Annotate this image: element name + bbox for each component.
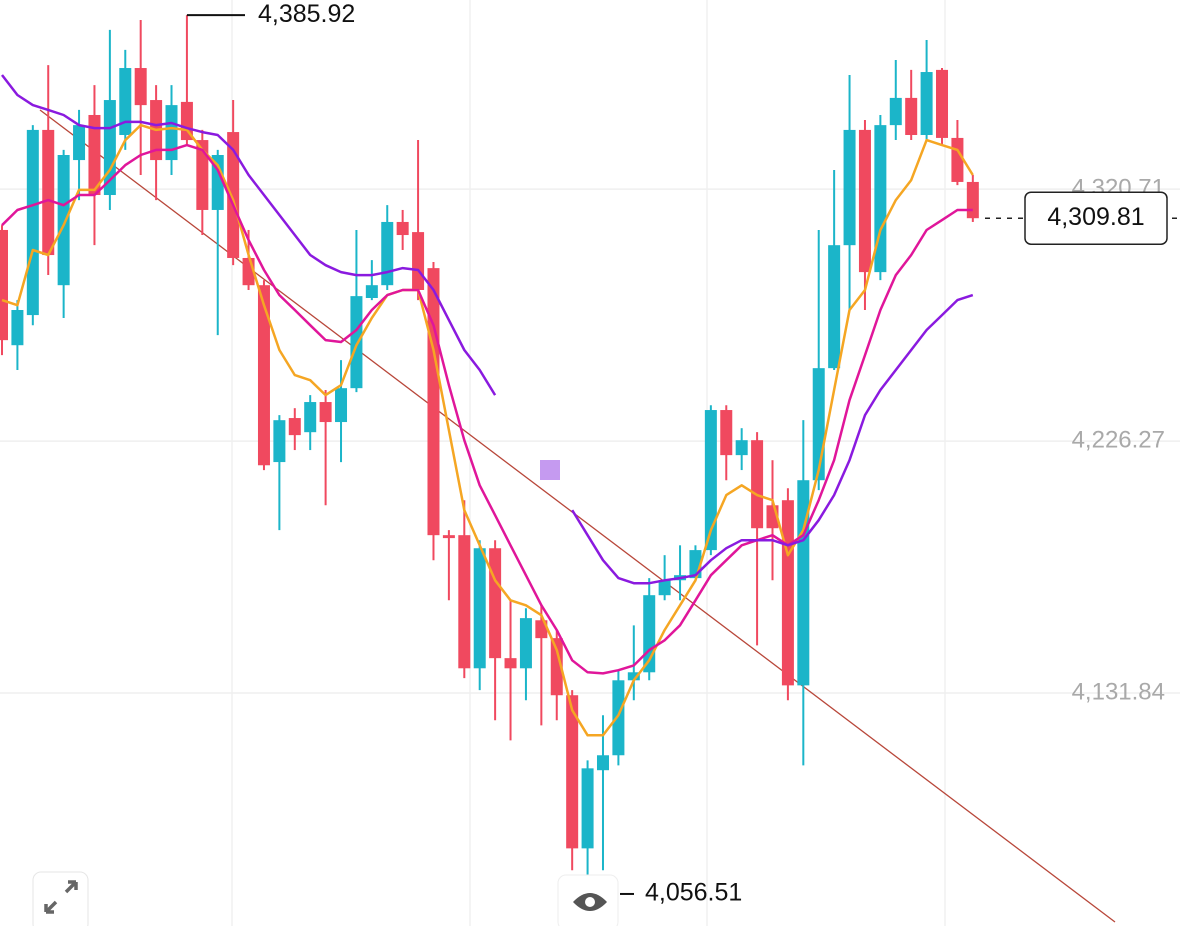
candle-body bbox=[73, 125, 86, 161]
high-label: 4,385.92 bbox=[258, 0, 355, 28]
expand-button[interactable] bbox=[32, 871, 89, 926]
expand-icon[interactable] bbox=[44, 880, 78, 914]
candle-body bbox=[936, 69, 949, 138]
candle-body bbox=[365, 285, 378, 298]
candle-body bbox=[751, 440, 764, 529]
candle-body bbox=[951, 137, 964, 182]
candle-body bbox=[396, 221, 409, 236]
candle-body bbox=[596, 755, 609, 771]
candle-body bbox=[797, 480, 810, 686]
y-axis: 4,320.714,226.274,131.84 bbox=[0, 174, 1180, 705]
candle-body bbox=[489, 548, 502, 659]
candle-body bbox=[196, 140, 209, 210]
candle-body bbox=[858, 129, 871, 273]
current-price-label: 4,309.81 bbox=[1047, 203, 1144, 231]
candle-body bbox=[966, 181, 979, 219]
candle-body bbox=[335, 388, 348, 423]
candle-body bbox=[381, 221, 394, 286]
candle-body bbox=[273, 420, 286, 463]
candle-body bbox=[319, 402, 332, 423]
moving-averages bbox=[1, 74, 974, 737]
candle-body bbox=[874, 125, 887, 273]
candle-body bbox=[211, 155, 224, 210]
candle-body bbox=[720, 410, 733, 456]
candle-body bbox=[257, 285, 270, 466]
current-price-box bbox=[1024, 191, 1168, 245]
candle-body bbox=[165, 105, 178, 161]
candle-body bbox=[288, 418, 301, 436]
candle-body bbox=[227, 132, 240, 258]
expand-box[interactable] bbox=[32, 871, 89, 926]
candle-body bbox=[458, 535, 471, 669]
candle-body bbox=[566, 695, 579, 849]
candle-body bbox=[304, 402, 317, 433]
candle-body bbox=[627, 672, 640, 681]
candle-body bbox=[119, 68, 132, 135]
eye-pupil[interactable] bbox=[585, 897, 595, 907]
candle-body bbox=[0, 229, 8, 341]
y-tick-label: 4,226.27 bbox=[1072, 426, 1165, 453]
candle-body bbox=[88, 114, 101, 196]
candle-body bbox=[412, 232, 425, 290]
moving-average-line bbox=[1, 123, 974, 737]
candle-body bbox=[11, 310, 24, 346]
trend-line bbox=[39, 109, 1116, 923]
candle-body bbox=[57, 155, 70, 286]
candle-body bbox=[442, 535, 455, 539]
watermark-dot bbox=[540, 460, 560, 480]
candle-body bbox=[519, 618, 532, 669]
low-label: 4,056.51 bbox=[645, 879, 742, 907]
candle-body bbox=[781, 500, 794, 686]
moving-average-line bbox=[1, 143, 973, 675]
candle-body bbox=[581, 768, 594, 849]
moving-average-line bbox=[1, 74, 974, 585]
candle-body bbox=[427, 268, 440, 536]
candle-body bbox=[704, 410, 717, 551]
eye-button[interactable] bbox=[557, 874, 619, 926]
annotations: 4,385.92 4,056.51 4,309.81 bbox=[186, 0, 1180, 907]
candle-body bbox=[658, 580, 671, 596]
candles bbox=[0, 15, 979, 894]
y-tick-label: 4,131.84 bbox=[1072, 678, 1165, 705]
candle-body bbox=[103, 100, 116, 196]
candle-body bbox=[612, 680, 625, 756]
candle-body bbox=[134, 68, 147, 106]
candle-body bbox=[828, 245, 841, 369]
candle-body bbox=[889, 97, 902, 126]
candle-body bbox=[26, 129, 39, 316]
candle-body bbox=[920, 72, 933, 135]
candle-body bbox=[905, 97, 918, 135]
candle-body bbox=[42, 129, 55, 256]
candle-body bbox=[473, 548, 486, 669]
candle-body bbox=[550, 638, 563, 696]
candle-body bbox=[843, 129, 856, 246]
candle-body bbox=[504, 658, 517, 669]
candle-body bbox=[350, 296, 363, 389]
candle-body bbox=[735, 440, 748, 456]
